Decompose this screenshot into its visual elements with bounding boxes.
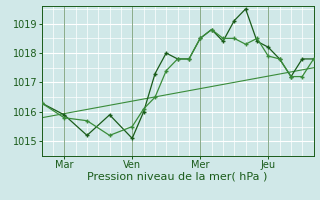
X-axis label: Pression niveau de la mer( hPa ): Pression niveau de la mer( hPa )	[87, 172, 268, 182]
